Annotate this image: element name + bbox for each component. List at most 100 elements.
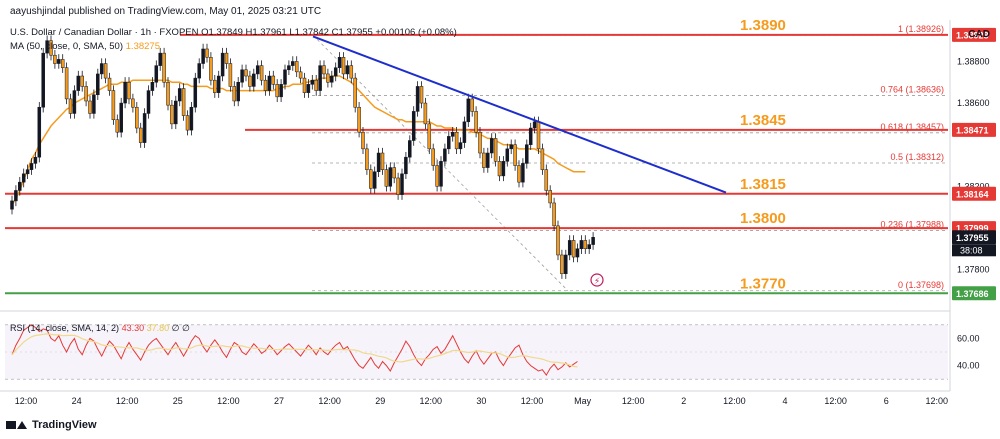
candle — [525, 144, 529, 164]
level-label-0: 1.3890 — [740, 17, 786, 34]
candle — [384, 169, 389, 187]
candle — [497, 161, 502, 177]
candle — [279, 84, 283, 98]
candle — [333, 67, 338, 77]
candle — [10, 200, 14, 210]
candle — [513, 144, 517, 166]
price-badge-text-1: 1.38471 — [956, 125, 989, 135]
candle — [552, 202, 556, 227]
price-badge-1 — [952, 122, 996, 137]
candle — [521, 163, 525, 183]
price-axis-label-0: 1.38800 — [957, 56, 990, 66]
time-axis-label-0: 12:00 — [15, 396, 38, 406]
candle — [567, 240, 572, 256]
candle — [415, 86, 420, 112]
candle — [103, 63, 108, 79]
candle — [474, 111, 478, 133]
time-axis-label-10: 12:00 — [521, 396, 544, 406]
candle — [291, 61, 295, 66]
candle — [548, 190, 552, 204]
candle — [388, 167, 393, 187]
candle — [392, 167, 396, 179]
time-axis-label-4: 12:00 — [217, 396, 240, 406]
price-badge-text-2: 1.38164 — [956, 189, 989, 199]
ma-legend[interactable]: MA (50, close, 0, SMA, 50) 1.38275 — [10, 41, 160, 52]
candle — [517, 165, 521, 183]
level-label-3: 1.3800 — [740, 210, 786, 227]
candle — [127, 82, 131, 100]
candle — [158, 52, 162, 66]
tradingview-footer[interactable]: TradingView — [6, 419, 97, 431]
candle — [353, 77, 357, 108]
candle — [146, 90, 151, 114]
time-axis-label-6: 12:00 — [318, 396, 341, 406]
candle — [583, 240, 588, 249]
symbol-info: U.S. Dollar / Canadian Dollar · 1h · FXO… — [10, 27, 457, 38]
candle — [298, 71, 303, 79]
time-axis-label-2: 12:00 — [116, 396, 139, 406]
price-axis-label-1: 1.38600 — [957, 98, 990, 108]
fib-label-2: 0.618 (1.38457) — [880, 122, 944, 132]
candle — [306, 84, 311, 93]
time-axis-label-15: 4 — [782, 396, 787, 406]
candle — [450, 131, 455, 137]
candle — [396, 177, 400, 195]
candle — [380, 152, 385, 170]
rsi-line — [11, 324, 578, 377]
candle — [439, 161, 443, 187]
candle — [536, 121, 541, 150]
candle — [349, 65, 354, 79]
price-axis-label-2: 1.38200 — [957, 181, 990, 191]
price-badge-text-5: 1.37686 — [956, 289, 989, 299]
candle — [540, 148, 545, 170]
candle — [107, 77, 112, 91]
tradingview-logo-icon — [6, 419, 28, 431]
price-badge-2 — [952, 186, 996, 201]
candle — [330, 75, 334, 83]
time-axis-label-9: 30 — [476, 396, 486, 406]
lightning-icon: ⚡ — [594, 277, 600, 287]
time-axis-label-12: 12:00 — [622, 396, 645, 406]
candle — [302, 77, 307, 93]
candle — [119, 102, 123, 133]
candle — [408, 140, 412, 158]
trendline — [312, 35, 727, 194]
candle — [205, 48, 209, 58]
candle — [135, 106, 139, 129]
publisher-line: aayushjindal published on TradingView.co… — [10, 6, 322, 17]
price-badge-text-3: 1.37999 — [956, 224, 989, 234]
candle — [213, 79, 217, 93]
time-axis-label-14: 12:00 — [723, 396, 746, 406]
candle — [216, 75, 221, 93]
candle — [283, 69, 287, 85]
candle — [49, 40, 53, 56]
candle — [25, 169, 30, 175]
candle — [404, 156, 408, 175]
candle — [123, 82, 127, 104]
level-label-1: 1.3845 — [740, 112, 786, 129]
candle — [322, 65, 326, 75]
time-axis-label-13: 2 — [681, 396, 686, 406]
ma-value: 1.38275 — [125, 41, 160, 52]
candle — [267, 75, 272, 91]
candle — [220, 52, 225, 77]
candle — [41, 52, 45, 108]
countdown-badge — [952, 244, 996, 257]
rsi-value: 43.30 — [121, 323, 145, 333]
candle — [142, 113, 147, 143]
candle — [111, 90, 116, 120]
candle — [486, 152, 490, 168]
candle — [76, 75, 81, 91]
ma-label: MA (50, close, 0, SMA, 50) — [10, 41, 123, 52]
candle — [361, 131, 365, 150]
candle — [33, 156, 38, 164]
candle — [177, 88, 182, 102]
candle — [579, 240, 584, 249]
rsi-sma-line — [11, 333, 578, 368]
candle — [310, 79, 315, 85]
candle — [369, 169, 373, 189]
rsi-legend[interactable]: RSI (14, close, SMA, 14, 2) 43.30 37.80 … — [10, 323, 190, 334]
candle — [193, 77, 198, 108]
candle — [92, 94, 96, 114]
